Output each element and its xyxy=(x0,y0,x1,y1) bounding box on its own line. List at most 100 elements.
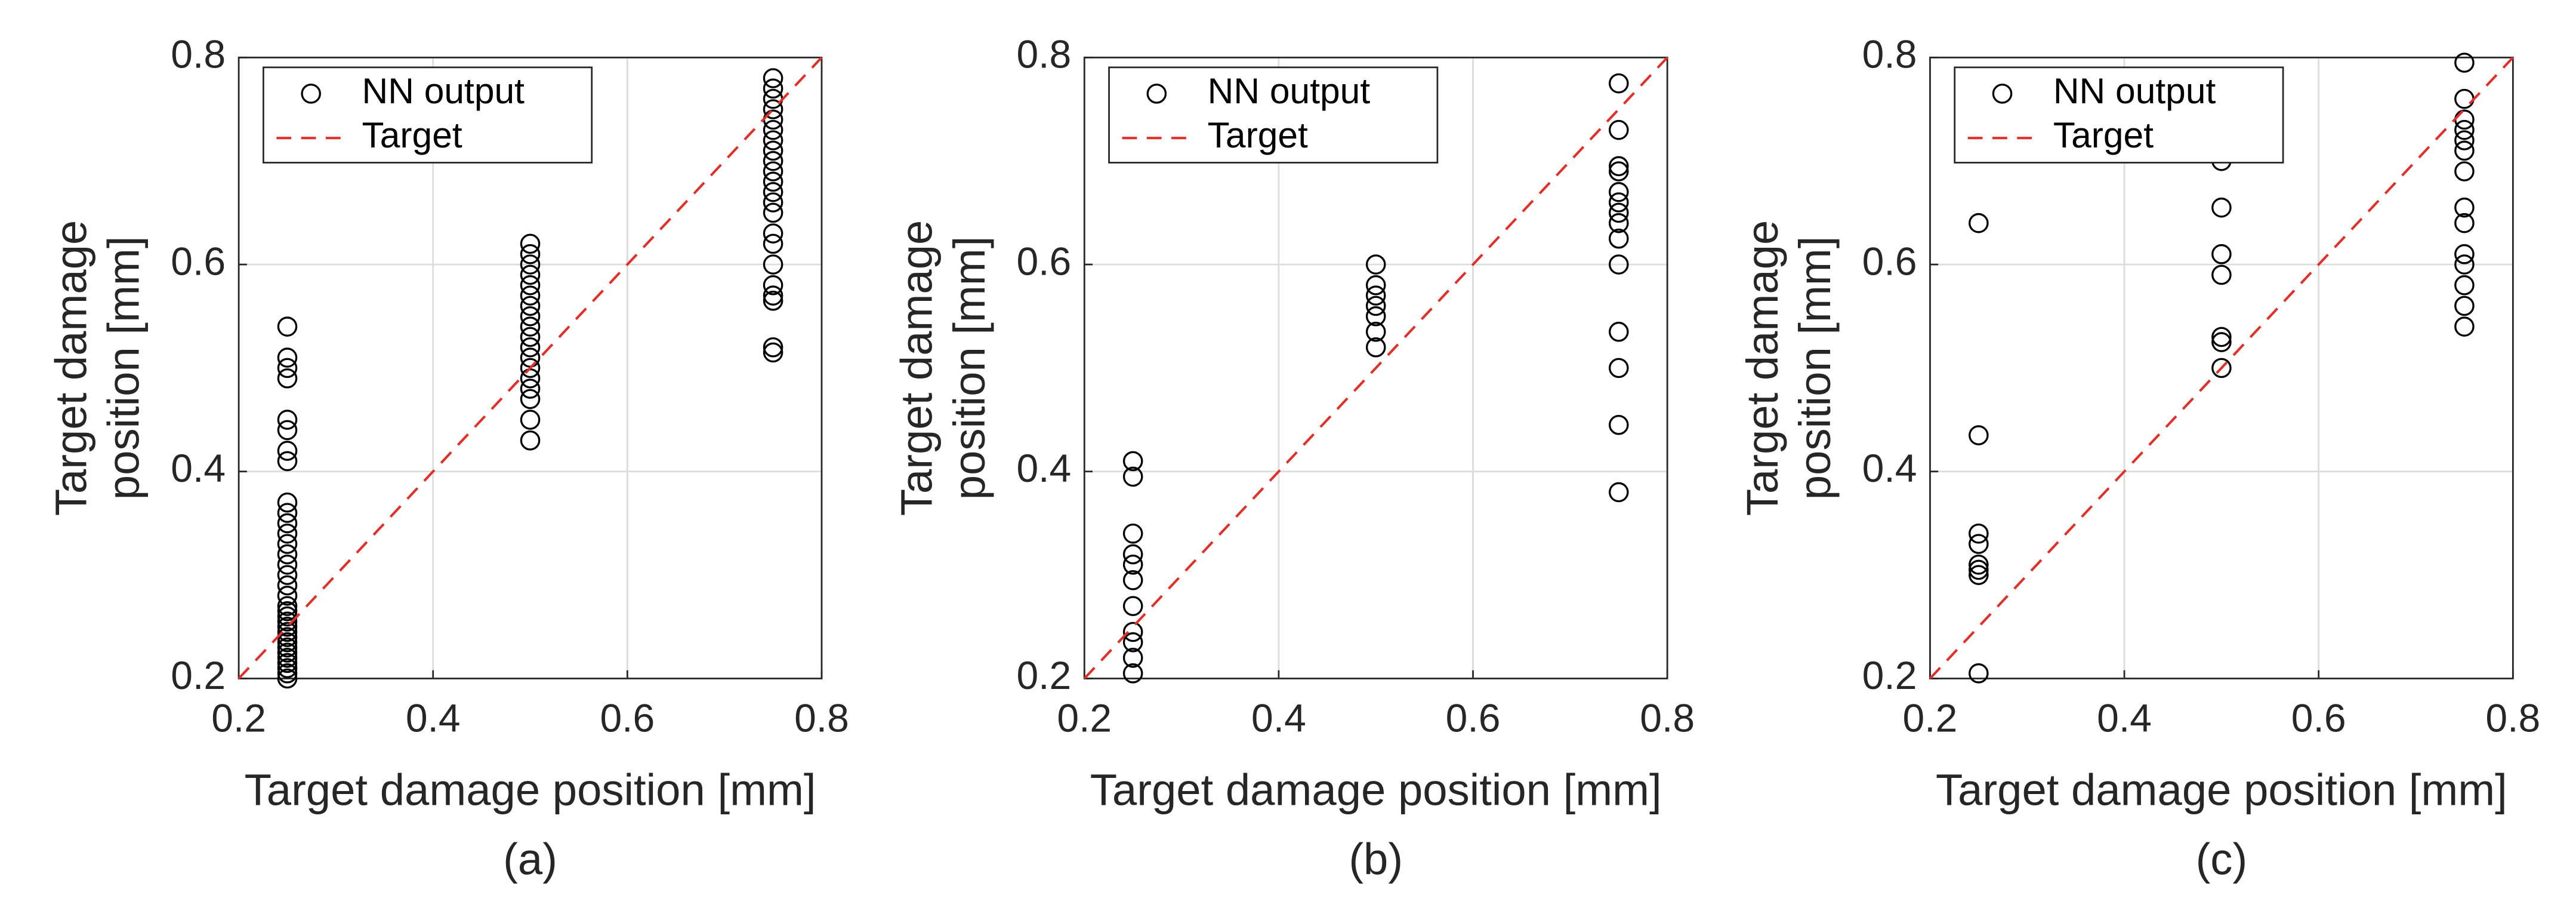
data-point xyxy=(277,586,298,606)
data-point xyxy=(520,379,541,399)
data-point xyxy=(2454,197,2475,218)
data-point xyxy=(277,565,298,585)
x-tick-label: 0.8 xyxy=(1640,696,1695,740)
data-point xyxy=(2454,254,2475,275)
data-point xyxy=(277,621,298,642)
data-point xyxy=(277,596,298,616)
legend-swatch xyxy=(1992,84,2013,104)
data-point xyxy=(520,244,541,264)
data-point xyxy=(1122,555,1143,575)
data-point xyxy=(520,337,541,358)
data-point xyxy=(520,285,541,306)
data-point xyxy=(2211,197,2232,218)
data-point xyxy=(1608,119,1629,140)
x-tick-label: 0.6 xyxy=(600,696,655,740)
data-point xyxy=(763,171,783,192)
legend-box xyxy=(263,66,593,164)
y-tick-label: 0.6 xyxy=(171,239,226,283)
data-point xyxy=(2454,296,2475,316)
data-point xyxy=(277,544,298,565)
y-axis-label: position [mm] xyxy=(1790,236,1840,500)
data-point xyxy=(520,316,541,337)
data-point xyxy=(520,264,541,285)
x-tick-label: 0.4 xyxy=(1251,696,1306,740)
data-point xyxy=(277,347,298,368)
data-point xyxy=(277,441,298,461)
data-point xyxy=(277,358,298,379)
y-tick-label: 0.8 xyxy=(1016,32,1071,76)
data-point xyxy=(277,534,298,554)
data-point xyxy=(277,420,298,441)
legend-swatch xyxy=(301,84,321,104)
legend-swatch xyxy=(1146,84,1167,104)
y-tick-label: 0.4 xyxy=(171,446,226,490)
x-tick-label: 0.2 xyxy=(1903,696,1958,740)
y-tick-label: 0.6 xyxy=(1862,239,1917,283)
x-tick-label: 0.2 xyxy=(1057,696,1112,740)
data-point xyxy=(2211,332,2232,352)
data-point xyxy=(520,358,541,379)
data-point xyxy=(1608,482,1629,503)
data-point xyxy=(1608,192,1629,213)
legend-label: Target xyxy=(1208,115,1308,155)
legend-label: Target xyxy=(362,115,462,155)
data-point xyxy=(763,150,783,171)
data-point xyxy=(520,389,541,410)
x-axis-label: Target damage position [mm] xyxy=(1936,765,2507,815)
data-point xyxy=(277,368,298,389)
data-point xyxy=(1969,565,1989,585)
data-point xyxy=(1608,181,1629,202)
data-point xyxy=(763,130,783,150)
data-point xyxy=(1122,451,1143,472)
data-point xyxy=(277,642,298,663)
data-point xyxy=(763,254,783,275)
data-point xyxy=(1122,632,1143,653)
legend-box xyxy=(1954,66,2284,164)
data-point xyxy=(1365,275,1386,296)
data-point xyxy=(1608,228,1629,249)
axes-box xyxy=(237,56,823,679)
data-point xyxy=(277,668,298,689)
data-point xyxy=(1969,213,1989,233)
data-point xyxy=(763,119,783,140)
caption: (a) xyxy=(503,834,557,884)
data-point xyxy=(1365,254,1386,275)
target-line xyxy=(237,56,823,679)
data-point xyxy=(277,611,298,632)
caption: (c) xyxy=(2196,834,2248,884)
data-point xyxy=(2454,275,2475,296)
data-point xyxy=(520,233,541,254)
data-point xyxy=(763,161,783,181)
data-point xyxy=(1608,414,1629,435)
data-point xyxy=(1969,523,1989,544)
data-point xyxy=(2454,161,2475,181)
data-point xyxy=(763,275,783,296)
y-tick-label: 0.8 xyxy=(1862,32,1917,76)
data-point xyxy=(2454,130,2475,150)
data-point xyxy=(277,658,298,678)
data-point xyxy=(763,192,783,213)
legend-label: NN output xyxy=(362,70,525,111)
target-line xyxy=(1083,56,1668,679)
data-point xyxy=(520,254,541,275)
data-point xyxy=(520,275,541,296)
data-point xyxy=(1365,285,1386,306)
x-tick-label: 0.8 xyxy=(794,696,849,740)
data-point xyxy=(277,653,298,673)
data-point xyxy=(1365,306,1386,327)
data-point xyxy=(763,337,783,358)
data-point xyxy=(2211,358,2232,379)
legend-label: NN output xyxy=(1208,70,1371,111)
data-point xyxy=(1608,202,1629,223)
data-point xyxy=(763,342,783,363)
data-point xyxy=(277,663,298,684)
data-point xyxy=(1122,544,1143,565)
data-point xyxy=(2454,53,2475,73)
x-tick-label: 0.4 xyxy=(2097,696,2152,740)
data-point xyxy=(277,648,298,668)
x-tick-label: 0.6 xyxy=(1446,696,1501,740)
data-point xyxy=(277,492,298,513)
y-axis-label: position [mm] xyxy=(99,236,149,500)
